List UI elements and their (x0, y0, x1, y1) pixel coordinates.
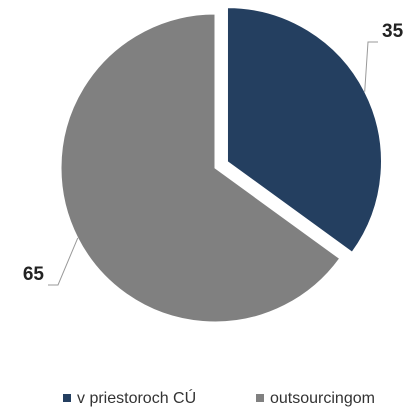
pie-slice (60, 13, 341, 323)
leader-line (48, 237, 79, 286)
data-label: 35 (382, 21, 404, 42)
pie-slice (226, 7, 382, 253)
data-label: 65 (23, 264, 45, 285)
legend-swatch (63, 394, 71, 402)
legend-label: v priestoroch CÚ (77, 388, 196, 407)
legend-label: outsourcingom (270, 390, 375, 407)
leader-line (364, 41, 378, 92)
legend-swatch (256, 394, 264, 402)
